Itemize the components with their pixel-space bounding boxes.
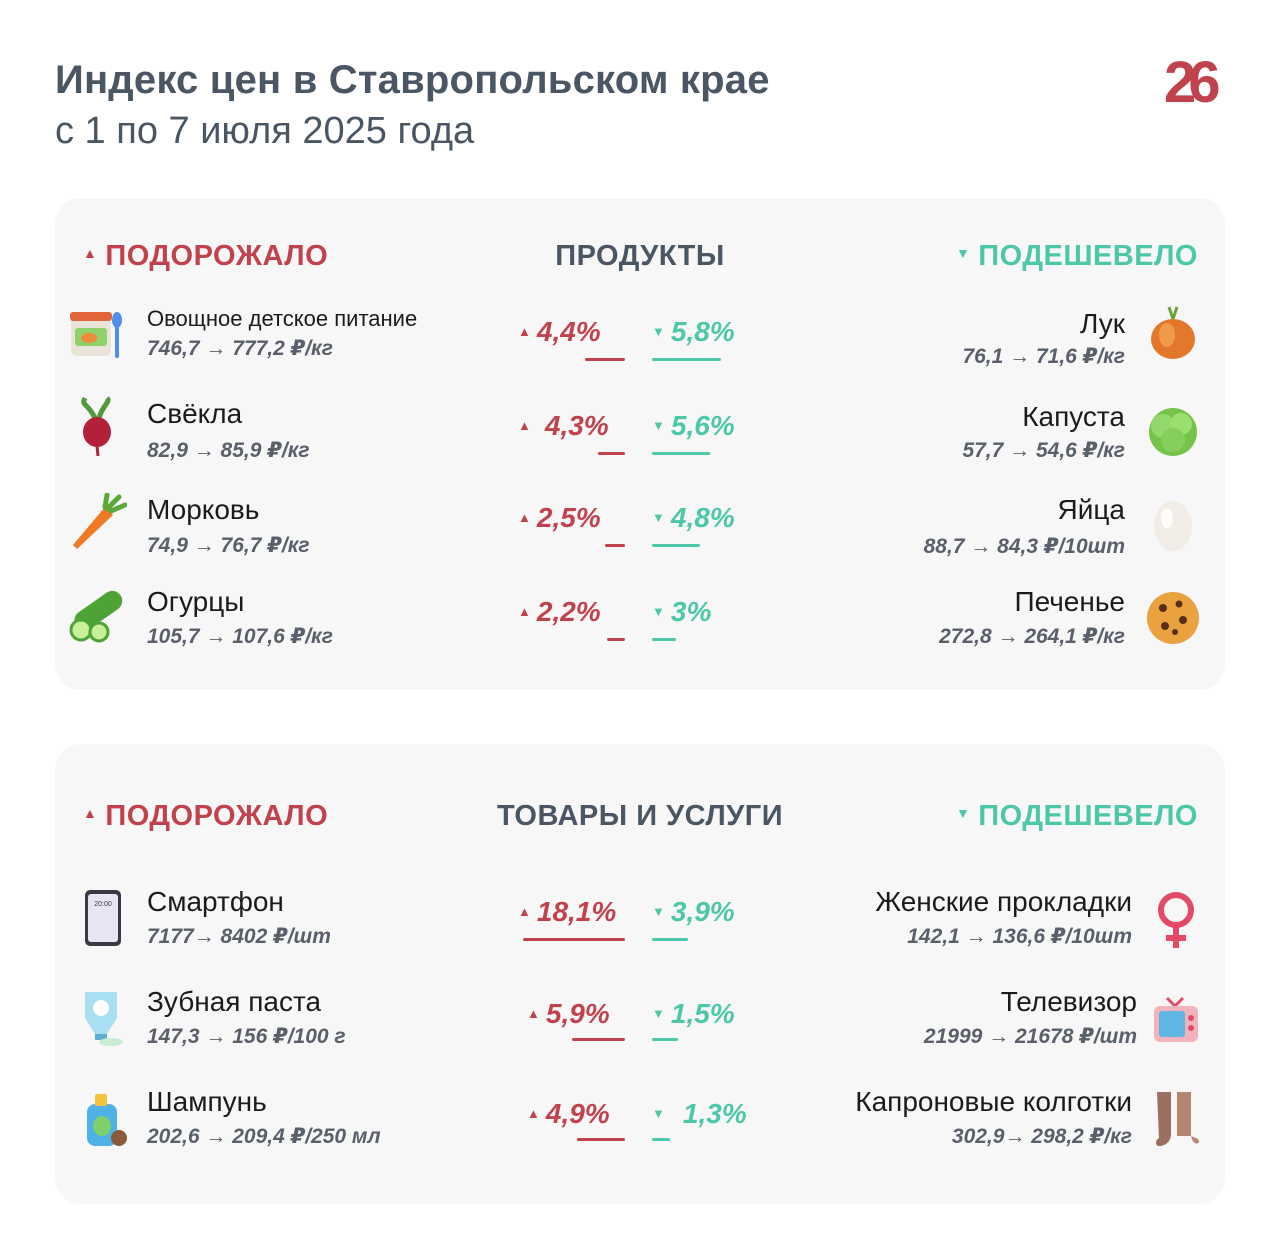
item-name: Печенье [1014, 586, 1125, 617]
item-name: Капуста [1022, 401, 1125, 432]
item-price: 202,6 → 209,4 ₽/250 мл [147, 1125, 381, 1148]
pct-down-bar [652, 358, 721, 361]
pct-down-bar [652, 1038, 678, 1041]
item-price: 105,7 → 107,6 ₽/кг [147, 625, 333, 648]
item-price: 88,7 → 84,3 ₽/10шт [923, 535, 1125, 558]
item-name: Шампунь [147, 1086, 267, 1117]
egg-icon [1154, 501, 1192, 551]
television-icon [1154, 996, 1198, 1042]
pct-down-bar [652, 638, 676, 641]
products-up-header: ▲ ПОДОРОЖАЛО [83, 240, 329, 272]
pct-down-value: ▼ 4,8% [652, 502, 735, 533]
item-price: 57,7 → 54,6 ₽/кг [962, 439, 1125, 462]
baby-food-jar-icon [70, 312, 122, 358]
item-price: 142,1 → 136,6 ₽/10шт [907, 925, 1132, 948]
item-price: 76,1 → 71,6 ₽/кг [962, 345, 1125, 368]
services-card: ▲ ПОДОРОЖАЛО ТОВАРЫ И УСЛУГИ ▼ ПОДЕШЕВЕЛО … [55, 744, 1225, 1204]
item-name: Огурцы [147, 586, 245, 617]
pct-down-bar [652, 938, 688, 941]
carrot-icon [73, 493, 127, 549]
tights-icon [1156, 1092, 1199, 1146]
pct-up-value: ▲ 2,2% [518, 596, 601, 627]
products-section-title: ПРОДУКТЫ [555, 240, 725, 272]
item-price: 74,9 → 76,7 ₽/кг [147, 534, 310, 557]
beet-icon [81, 396, 111, 456]
services-section-title: ТОВАРЫ И УСЛУГИ [496, 800, 784, 832]
pct-down-value: ▼ 5,8% [652, 316, 735, 347]
item-price: 82,9 → 85,9 ₽/кг [147, 439, 310, 462]
pct-down-value: ▼ 1,3% [652, 1098, 747, 1129]
onion-icon [1151, 306, 1195, 359]
page-title: Индекс цен в Ставропольском крае [55, 58, 770, 102]
cabbage-icon [1149, 408, 1197, 456]
item-name: Зубная паста [147, 986, 322, 1017]
pct-up-bar [607, 638, 625, 641]
pct-up-bar [598, 452, 625, 455]
pct-up-value: ▲ 2,5% [518, 502, 601, 533]
page-subtitle: с 1 по 7 июля 2025 года [55, 110, 475, 152]
item-price: 302,9→ 298,2 ₽/кг [951, 1125, 1132, 1148]
item-name: Морковь [147, 494, 260, 525]
pct-down-value: ▼ 3,9% [652, 896, 735, 927]
pct-up-value: ▲ 4,9% [527, 1098, 610, 1129]
item-name: Лук [1080, 308, 1125, 339]
pct-down-bar [652, 1138, 670, 1141]
logo-text: 26 [1164, 52, 1219, 112]
pct-up-value: ▲ 4,3% [518, 410, 609, 441]
item-name: Свёкла [147, 398, 243, 429]
pct-up-value: ▲ 18,1% [518, 896, 617, 927]
products-down-header: ▼ ПОДЕШЕВЕЛО [955, 240, 1198, 272]
toothpaste-icon [85, 992, 123, 1046]
pct-up-bar [572, 1038, 625, 1041]
item-name: Телевизор [1000, 986, 1137, 1017]
item-name: Женские прокладки [875, 886, 1132, 917]
cookie-icon [1147, 592, 1199, 644]
pct-up-value: ▲ 4,4% [518, 316, 601, 347]
item-name: Капроновые колготки [855, 1086, 1132, 1117]
pct-up-value: ▲ 5,9% [527, 998, 610, 1029]
smartphone-icon: 20:00 [85, 890, 121, 946]
item-name: Смартфон [147, 886, 284, 917]
logo-26-icon: 26 [1164, 52, 1227, 112]
item-name: Овощное детское питание [147, 306, 418, 331]
shampoo-icon [87, 1094, 127, 1146]
female-sign-icon [1158, 892, 1194, 948]
services-down-header: ▼ ПОДЕШЕВЕЛО [955, 800, 1198, 832]
pct-up-bar [577, 1138, 625, 1141]
item-price: 21999 → 21678 ₽/шт [923, 1025, 1137, 1048]
item-price: 272,8 → 264,1 ₽/кг [939, 625, 1125, 648]
pct-down-value: ▼ 5,6% [652, 410, 735, 441]
pct-down-bar [652, 544, 700, 547]
pct-down-value: ▼ 1,5% [652, 998, 735, 1029]
services-up-header: ▲ ПОДОРОЖАЛО [83, 800, 329, 832]
item-name: Яйца [1057, 494, 1125, 525]
item-price: 147,3 → 156 ₽/100 г [147, 1025, 346, 1048]
phone-screen-time: 20:00 [94, 901, 112, 908]
item-price: 746,7 → 777,2 ₽/кг [147, 337, 333, 360]
pct-down-value: ▼ 3% [652, 596, 712, 627]
pct-up-bar [585, 358, 625, 361]
pct-up-bar [523, 938, 625, 941]
products-card: ▲ ПОДОРОЖАЛО ПРОДУКТЫ ▼ ПОДЕШЕВЕЛО Овощное… [55, 198, 1225, 690]
pct-up-bar [605, 544, 625, 547]
item-price: 7177→ 8402 ₽/шт [147, 925, 331, 948]
cucumber-icon [69, 590, 123, 643]
pct-down-bar [652, 452, 710, 455]
